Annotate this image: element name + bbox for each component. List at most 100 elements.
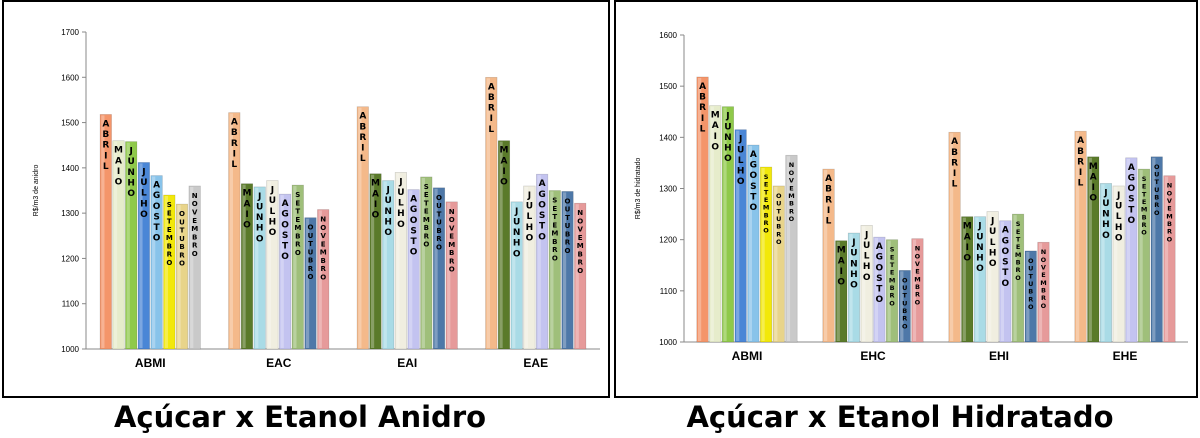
chart-svg-anidro: 1000 1100 1200 1300 1400 1500 1600 1700 R$/m3 de… bbox=[33, 28, 600, 370]
bar bbox=[112, 140, 125, 350]
bar bbox=[847, 232, 860, 343]
bar-shine bbox=[447, 202, 451, 348]
y-tick-label: 1100 bbox=[62, 300, 80, 309]
bar-shine bbox=[824, 170, 828, 341]
bar-shine bbox=[975, 217, 979, 341]
bar bbox=[835, 240, 848, 343]
bar-shine bbox=[370, 174, 375, 348]
bar bbox=[948, 131, 961, 343]
bar-shine bbox=[710, 106, 714, 341]
bar bbox=[1150, 156, 1163, 343]
bar-shine bbox=[524, 186, 529, 348]
y-tick-label: 1600 bbox=[659, 31, 677, 40]
bar bbox=[291, 184, 304, 350]
bar-shine bbox=[1000, 221, 1005, 341]
bar-shine bbox=[736, 130, 740, 341]
bar-shine bbox=[139, 163, 143, 348]
bar-shine bbox=[550, 191, 554, 348]
bar bbox=[1037, 241, 1050, 343]
bar bbox=[266, 180, 279, 350]
bar-shine bbox=[126, 142, 130, 348]
category-label: EAI bbox=[397, 356, 417, 370]
bar bbox=[497, 140, 511, 350]
bar-shine bbox=[113, 141, 118, 348]
bar bbox=[986, 211, 999, 343]
bar bbox=[228, 112, 241, 350]
bar-shine bbox=[887, 240, 891, 341]
bar-shine bbox=[1026, 251, 1030, 341]
bar-shine bbox=[723, 107, 727, 341]
bar bbox=[369, 173, 382, 350]
chart-panel-hidratado: 1000 1100 1200 1300 1400 1500 1600 R$/m3 de hid… bbox=[614, 0, 1198, 398]
bar bbox=[873, 236, 886, 343]
category-label: EHI bbox=[989, 349, 1009, 363]
y-tick-label: 1200 bbox=[659, 236, 677, 245]
bar-shine bbox=[383, 181, 387, 348]
category-label: EHE bbox=[1113, 349, 1138, 363]
bar bbox=[1024, 250, 1037, 343]
bar-shine bbox=[786, 156, 791, 341]
bar bbox=[772, 185, 785, 343]
bar bbox=[885, 239, 899, 343]
bar bbox=[1074, 130, 1087, 343]
bar-shine bbox=[774, 186, 778, 341]
bar bbox=[304, 217, 317, 350]
bar bbox=[536, 173, 549, 350]
bar-shine bbox=[1126, 158, 1131, 341]
bar-shine bbox=[229, 113, 233, 348]
bar-shine bbox=[1088, 157, 1092, 341]
y-tick-label: 1300 bbox=[61, 209, 79, 218]
category-label: EAC bbox=[266, 356, 292, 370]
bar-shine bbox=[280, 195, 284, 348]
bar bbox=[188, 185, 201, 350]
bar bbox=[125, 141, 138, 350]
bar-shine bbox=[1114, 186, 1118, 341]
y-tick-label: 1000 bbox=[61, 345, 79, 354]
bar-shine bbox=[874, 238, 879, 341]
bar bbox=[911, 238, 924, 343]
category-label: ABMI bbox=[732, 349, 763, 363]
bar-shine bbox=[862, 226, 866, 341]
caption-anidro: Açúcar x Etanol Anidro bbox=[113, 400, 487, 434]
bar bbox=[99, 114, 112, 350]
y-tick-label: 1700 bbox=[61, 28, 79, 37]
bar bbox=[999, 220, 1012, 343]
bar bbox=[760, 166, 773, 343]
bar-shine bbox=[988, 212, 992, 341]
bar-shine bbox=[434, 188, 438, 348]
bar-shine bbox=[761, 168, 765, 341]
bar bbox=[485, 76, 498, 350]
bar bbox=[163, 194, 176, 350]
bar-shine bbox=[242, 184, 246, 348]
bar bbox=[1087, 156, 1100, 343]
bar-shine bbox=[1164, 176, 1169, 341]
y-tick-label: 1200 bbox=[61, 254, 79, 263]
